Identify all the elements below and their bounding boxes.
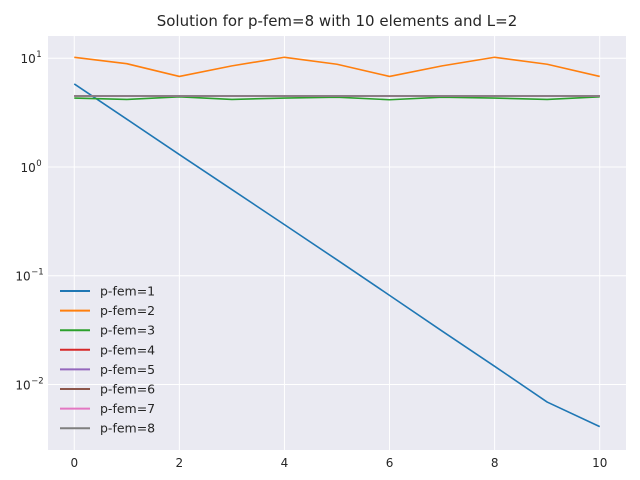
legend-label: p-fem=4 [100, 342, 155, 357]
y-tick-exponent: −1 [31, 268, 44, 278]
legend-item: p-fem=7 [60, 401, 155, 416]
x-tick-label: 6 [386, 456, 394, 470]
legend-item: p-fem=8 [60, 421, 155, 436]
legend-item: p-fem=2 [60, 303, 155, 318]
y-tick-exponent: 1 [36, 50, 41, 60]
x-axis-ticks: 0 2 4 6 8 10 [70, 456, 607, 470]
legend-label: p-fem=2 [100, 303, 155, 318]
y-tick-label: 10 −2 [15, 377, 43, 393]
grid [48, 36, 626, 450]
legend-item: p-fem=1 [60, 284, 155, 299]
y-tick-base: 10 [15, 270, 30, 284]
x-tick-label: 10 [592, 456, 607, 470]
legend-label: p-fem=6 [100, 382, 155, 397]
y-tick-exponent: −2 [31, 377, 44, 387]
legend-label: p-fem=5 [100, 362, 155, 377]
series-line-p-fem=3 [74, 95, 600, 101]
series-lines [73, 56, 601, 428]
legend-item: p-fem=6 [60, 382, 155, 397]
y-tick-base: 10 [15, 379, 30, 393]
y-tick-base: 10 [21, 52, 36, 66]
x-tick-label: 8 [491, 456, 499, 470]
x-tick-label: 2 [176, 456, 184, 470]
y-tick-exponent: 0 [36, 159, 41, 169]
series-line-p-fem=1 [73, 83, 601, 428]
chart-title: Solution for p-fem=8 with 10 elements an… [157, 12, 518, 30]
x-tick-label: 0 [70, 456, 78, 470]
y-tick-label: 10 −1 [15, 268, 43, 284]
legend-label: p-fem=8 [100, 421, 155, 436]
y-tick-label: 10 0 [21, 159, 42, 175]
x-tick-label: 4 [281, 456, 289, 470]
series-line-p-fem=2 [74, 56, 600, 78]
y-tick-label: 10 1 [21, 50, 42, 66]
legend-item: p-fem=3 [60, 323, 155, 338]
legend-item: p-fem=5 [60, 362, 155, 377]
legend-item: p-fem=4 [60, 342, 155, 357]
y-tick-base: 10 [21, 161, 36, 175]
legend-label: p-fem=1 [100, 284, 155, 299]
legend-label: p-fem=7 [100, 401, 155, 416]
plot-area [48, 36, 626, 450]
legend: p-fem=1 p-fem=2 p-fem=3 p-fem=4 p-fem=5 p-fem… [60, 284, 155, 436]
legend-label: p-fem=3 [100, 323, 155, 338]
